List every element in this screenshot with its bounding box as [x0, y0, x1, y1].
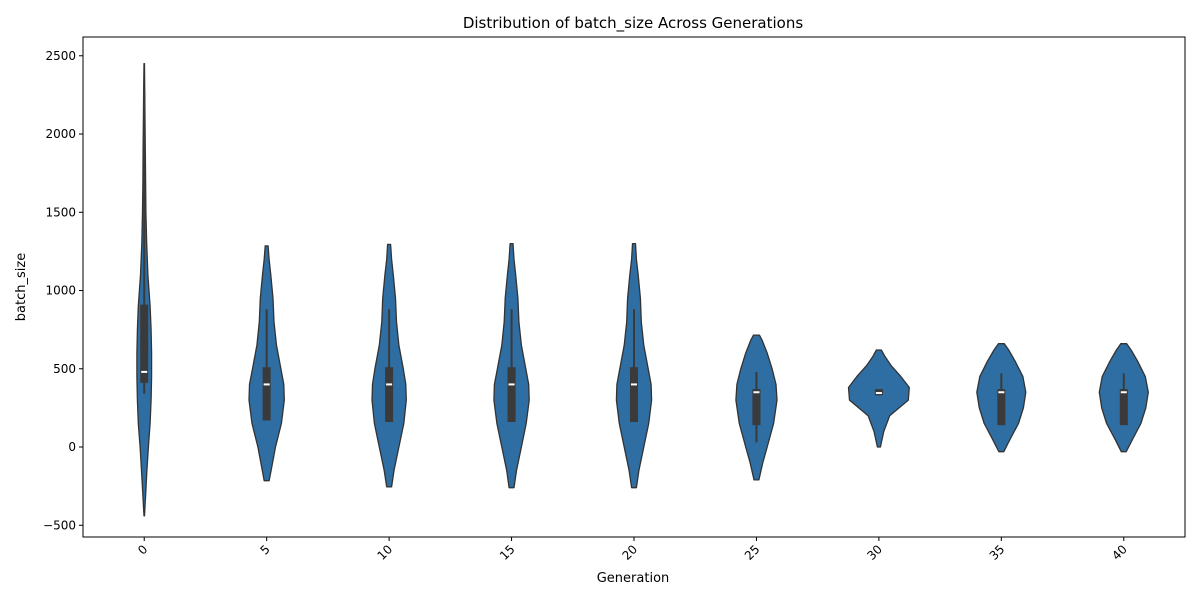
x-tick-label: 10: [375, 542, 396, 563]
x-axis-label: Generation: [597, 571, 670, 586]
x-tick-label: 30: [864, 542, 885, 563]
x-tick-label: 0: [135, 542, 150, 557]
x-tick-label: 40: [1109, 542, 1130, 563]
violin-box-5: [262, 367, 271, 421]
y-tick-label: 2000: [45, 127, 76, 141]
chart-title: Distribution of batch_size Across Genera…: [463, 14, 804, 33]
violin-box-20: [630, 367, 638, 422]
violin-box-0: [140, 304, 149, 383]
x-tick-label: 5: [257, 542, 272, 557]
y-tick-label: 1500: [45, 205, 76, 219]
violin-body-30: [847, 349, 910, 448]
x-tick-label: 15: [497, 542, 518, 563]
x-tick-label: 20: [619, 542, 640, 563]
y-tick-label: 500: [53, 362, 76, 376]
y-tick-label: 2500: [45, 49, 76, 63]
y-tick-label: −500: [43, 518, 76, 532]
violin-box-35: [997, 389, 1006, 426]
y-tick-label: 1000: [45, 284, 76, 298]
plot-area: −500 0 500 1000 1500 2000 2500 0 5 10 15 20 25 30 35 40: [43, 36, 1186, 563]
y-tick-label: 0: [68, 440, 76, 454]
violin-box-15: [507, 367, 516, 422]
y-axis-label: batch_size: [14, 253, 29, 321]
x-tick-label: 25: [742, 542, 763, 563]
violin-box-40: [1119, 389, 1128, 426]
x-tick-label: 35: [987, 542, 1008, 563]
violin-box-25: [752, 389, 761, 426]
violin-box-10: [385, 367, 394, 422]
